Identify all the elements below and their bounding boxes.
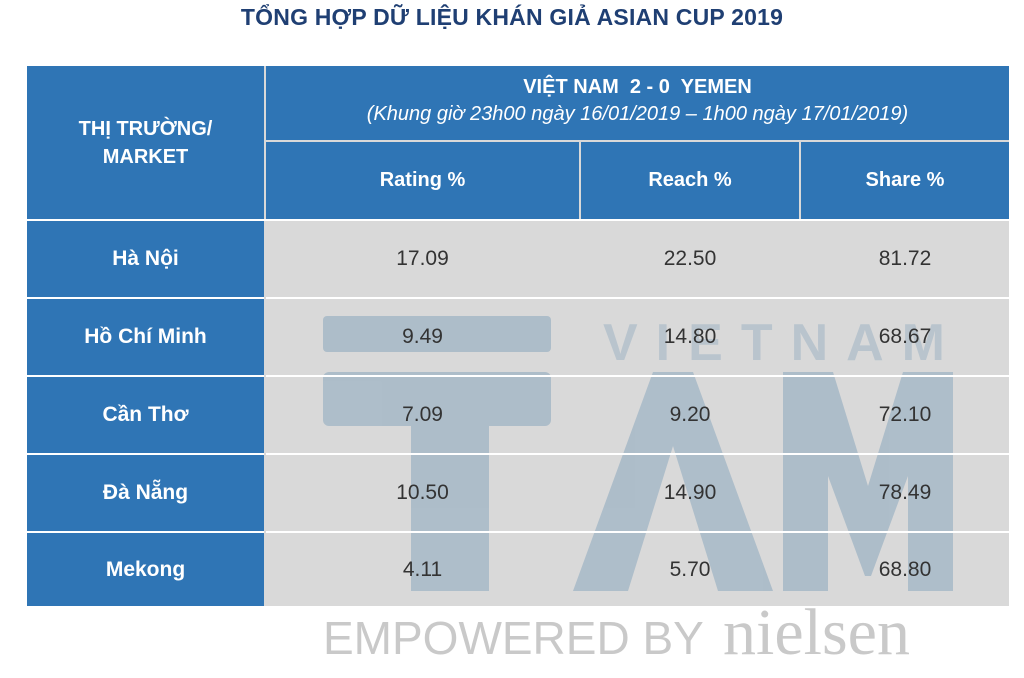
- rating-value: 7.09: [402, 403, 443, 426]
- reach-value: 22.50: [663, 247, 717, 270]
- share-value: 78.49: [878, 481, 932, 504]
- row-label-ho-chi-minh: Hồ Chí Minh: [27, 299, 264, 375]
- row-label-da-nang: Đà Nẵng: [27, 455, 264, 531]
- market-header-line1: THỊ TRƯỜNG/: [78, 117, 213, 140]
- row-divider: [266, 453, 1009, 455]
- label-divider: [27, 531, 264, 533]
- audience-table: THỊ TRƯỜNG/ MARKET VIỆT NAM 2 - 0 YEMEN …: [27, 66, 1009, 669]
- share-value: 72.10: [878, 403, 932, 426]
- reach-value: 5.70: [669, 557, 711, 581]
- row-divider: [266, 531, 1009, 533]
- rating-value: 17.09: [396, 247, 449, 270]
- share-value: 68.80: [878, 557, 932, 581]
- row-divider: [266, 297, 1009, 299]
- page-title: TỔNG HỢP DỮ LIỆU KHÁN GIẢ ASIAN CUP 2019: [240, 4, 784, 30]
- row-label-mekong: Mekong: [27, 533, 264, 606]
- match-header: VIỆT NAM 2 - 0 YEMEN (Khung giờ 23h00 ng…: [266, 66, 1009, 140]
- share-column-header: Share %: [801, 142, 1009, 219]
- reach-value: 14.80: [663, 325, 717, 348]
- match-title: VIỆT NAM 2 - 0 YEMEN: [523, 76, 752, 98]
- share-value: 81.72: [878, 247, 932, 270]
- rating-value: 4.11: [402, 557, 443, 581]
- rating-value: 10.50: [396, 481, 449, 504]
- match-timeframe: (Khung giờ 23h00 ngày 16/01/2019 – 1h00 …: [366, 103, 909, 125]
- reach-value: 9.20: [669, 403, 711, 426]
- market-column-header: THỊ TRƯỜNG/ MARKET: [27, 66, 264, 219]
- row-label-ha-noi: Hà Nội: [27, 221, 264, 297]
- label-divider: [27, 375, 264, 377]
- reach-value: 14.90: [663, 481, 717, 504]
- rating-value: 9.49: [402, 325, 443, 348]
- watermark-empowered-text: EMPOWERED BY: [323, 612, 704, 664]
- row-label-can-tho: Cần Thơ: [27, 377, 264, 453]
- share-value: 68.67: [878, 325, 932, 348]
- row-divider: [266, 375, 1009, 377]
- market-header-line2: MARKET: [102, 145, 189, 168]
- rating-column-header: Rating %: [266, 142, 579, 219]
- watermark-nielsen-text: nielsen: [723, 596, 910, 669]
- label-divider: [27, 453, 264, 455]
- header-divider: [27, 219, 1009, 221]
- label-divider: [27, 297, 264, 299]
- reach-column-header: Reach %: [581, 142, 799, 219]
